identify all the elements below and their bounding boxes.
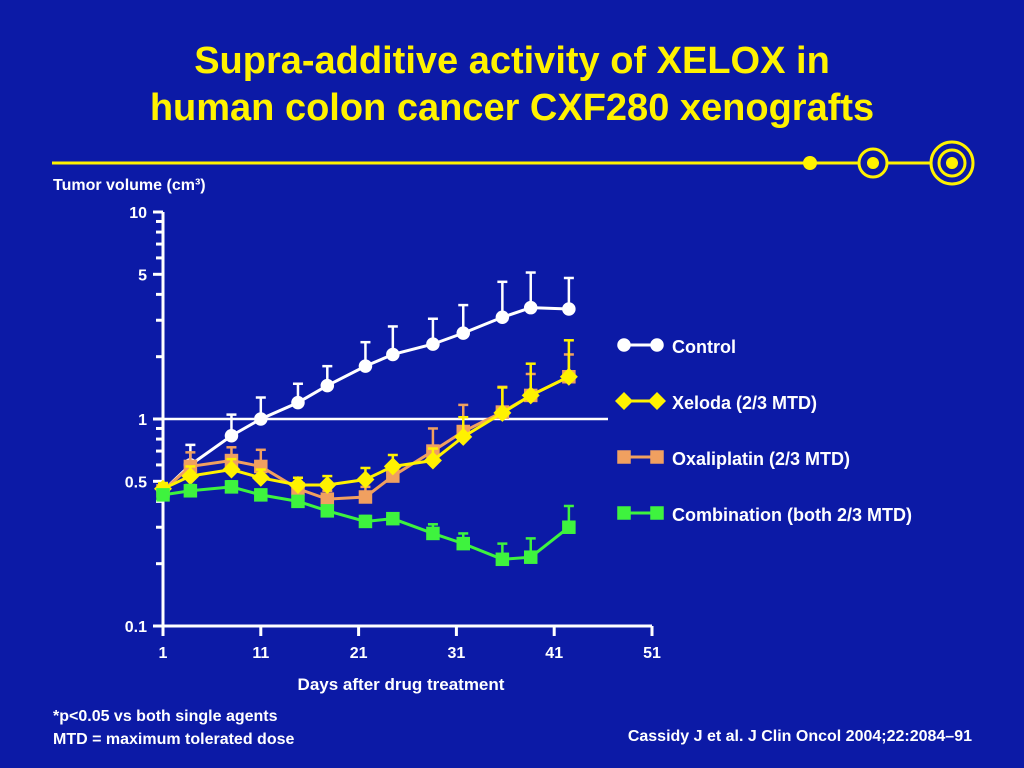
y-tick-label: 1 [138, 412, 147, 429]
data-point [456, 326, 470, 340]
divider-dot-icon [803, 156, 817, 170]
data-point [358, 514, 373, 529]
legend-marker-icon [650, 338, 664, 352]
footnotes: *p<0.05 vs both single agents MTD = maxi… [53, 705, 294, 751]
slide-title: Supra-additive activity of XELOX in huma… [0, 38, 1024, 132]
legend-marker-icon [648, 392, 666, 410]
data-point [224, 480, 239, 494]
data-point [291, 395, 305, 410]
divider-target-icon-center [867, 157, 879, 169]
data-point [559, 367, 578, 386]
data-point [288, 475, 307, 494]
slide-title-line-2: human colon cancer CXF280 xenografts [149, 87, 875, 129]
data-point [493, 403, 512, 422]
data-point [523, 300, 538, 315]
data-point [426, 526, 440, 541]
data-point [562, 302, 576, 316]
series-3 [156, 480, 576, 567]
data-point [386, 347, 400, 362]
legend-marker-icon [650, 450, 664, 464]
data-point [254, 412, 268, 426]
data-point [222, 460, 241, 479]
legend-marker-icon [650, 506, 664, 520]
legend-item: Control [617, 337, 736, 357]
data-point [254, 488, 268, 502]
legend-label: Control [672, 337, 736, 357]
legend-marker-icon [615, 392, 633, 410]
series-1 [154, 339, 578, 498]
legend-item: Xeloda (2/3 MTD) [615, 392, 817, 413]
data-point [495, 552, 510, 567]
legend-marker-icon [617, 338, 631, 352]
legend-label: Xeloda (2/3 MTD) [672, 393, 817, 413]
series-line [161, 306, 569, 492]
footnote-mtd: MTD = maximum tolerated dose [53, 731, 295, 748]
data-point [523, 550, 538, 564]
x-tick-label: 21 [350, 645, 368, 662]
data-point [318, 475, 337, 494]
chart-legend: Control Xeloda (2/3 MTD) Oxaliplatin (2/3 … [615, 337, 912, 525]
slide-title-line-1: Supra-additive activity of XELOX in [194, 40, 830, 82]
divider-bullseye-icon-ring [937, 148, 967, 178]
data-point [386, 511, 400, 526]
divider-bullseye-icon-center [946, 157, 958, 169]
data-point [181, 467, 200, 486]
y-tick-label: 0.1 [125, 619, 147, 636]
data-point [386, 469, 400, 483]
data-point [423, 451, 442, 470]
data-point [521, 386, 540, 405]
legend-item: Oxaliplatin (2/3 MTD) [617, 449, 850, 469]
y-tick-label: 5 [138, 267, 147, 284]
data-point [224, 429, 239, 443]
data-point [358, 490, 373, 504]
y-axis-label: Tumor volume (cm³) [53, 177, 206, 194]
data-point [320, 378, 335, 393]
legend-label: Oxaliplatin (2/3 MTD) [672, 449, 850, 469]
chart-plot-area [154, 271, 578, 567]
title-divider [52, 140, 975, 186]
legend-label: Combination (both 2/3 MTD) [672, 505, 912, 525]
data-point [320, 504, 335, 518]
data-point [291, 494, 305, 509]
legend-marker-icon [617, 450, 631, 464]
x-tick-label: 51 [643, 645, 661, 662]
data-point [156, 488, 170, 502]
data-point [383, 457, 402, 476]
x-tick-label: 31 [448, 645, 466, 662]
data-point [320, 492, 335, 506]
data-point [562, 520, 576, 534]
x-axis-label: Days after drug treatment [298, 675, 505, 694]
data-point [454, 427, 473, 446]
x-tick-label: 41 [545, 645, 563, 662]
x-tick-label: 11 [252, 645, 269, 662]
data-point [358, 359, 373, 373]
y-tick-label: 10 [129, 205, 147, 222]
legend-item: Combination (both 2/3 MTD) [617, 505, 912, 525]
data-point [251, 468, 270, 487]
citation: Cassidy J et al. J Clin Oncol 2004;22:20… [627, 728, 972, 745]
data-point [426, 337, 440, 351]
data-point [183, 484, 198, 498]
footnote-significance: *p<0.05 vs both single agents [53, 708, 278, 725]
data-point [495, 310, 510, 325]
data-point [356, 470, 375, 489]
data-point [456, 536, 470, 551]
legend-marker-icon [617, 506, 631, 520]
y-tick-label: 0.5 [125, 474, 147, 491]
x-tick-label: 1 [159, 645, 168, 662]
